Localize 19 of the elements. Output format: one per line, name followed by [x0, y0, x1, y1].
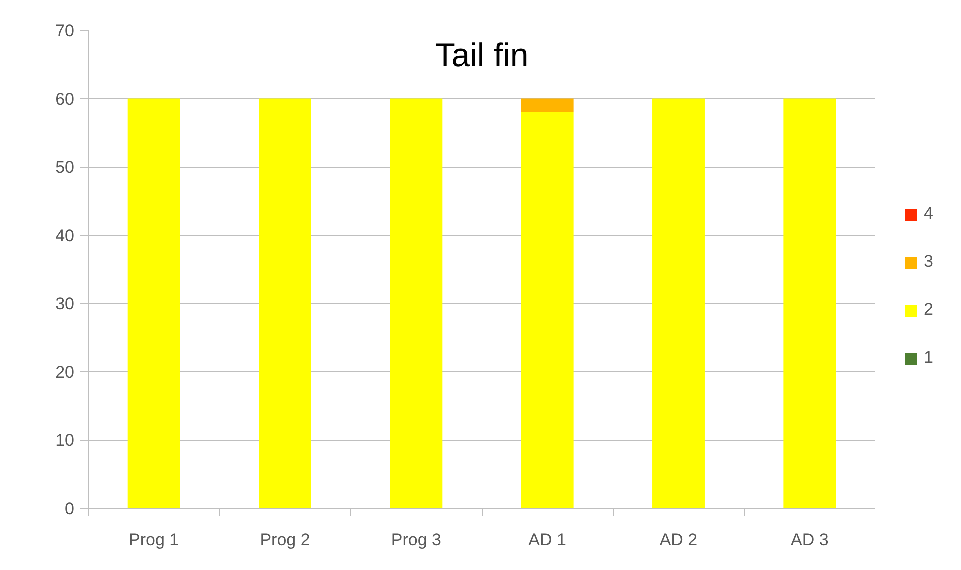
x-tick-label: AD 1: [528, 530, 566, 550]
x-tick-label: Prog 3: [391, 530, 442, 550]
x-tick-label: Prog 2: [260, 530, 310, 550]
y-tick-label: 10: [56, 431, 75, 450]
legend-label: 4: [924, 204, 934, 224]
y-tick-label: 60: [56, 90, 75, 109]
y-tick-label: 20: [56, 362, 75, 382]
y-tick-label: 70: [56, 22, 75, 40]
y-tick-label: 0: [65, 500, 75, 518]
y-tick-label: 30: [56, 294, 75, 314]
legend-label: 3: [924, 252, 934, 272]
x-tick-label: AD 2: [660, 530, 698, 550]
legend-label: 1: [924, 348, 934, 368]
chart-title: Tail fin: [435, 36, 529, 74]
legend-label: 2: [924, 300, 934, 320]
y-tick-label: 40: [56, 226, 75, 246]
y-tick-label: 50: [56, 158, 75, 178]
x-tick-label: Prog 1: [129, 530, 180, 550]
x-tick-label: AD 3: [791, 530, 829, 550]
